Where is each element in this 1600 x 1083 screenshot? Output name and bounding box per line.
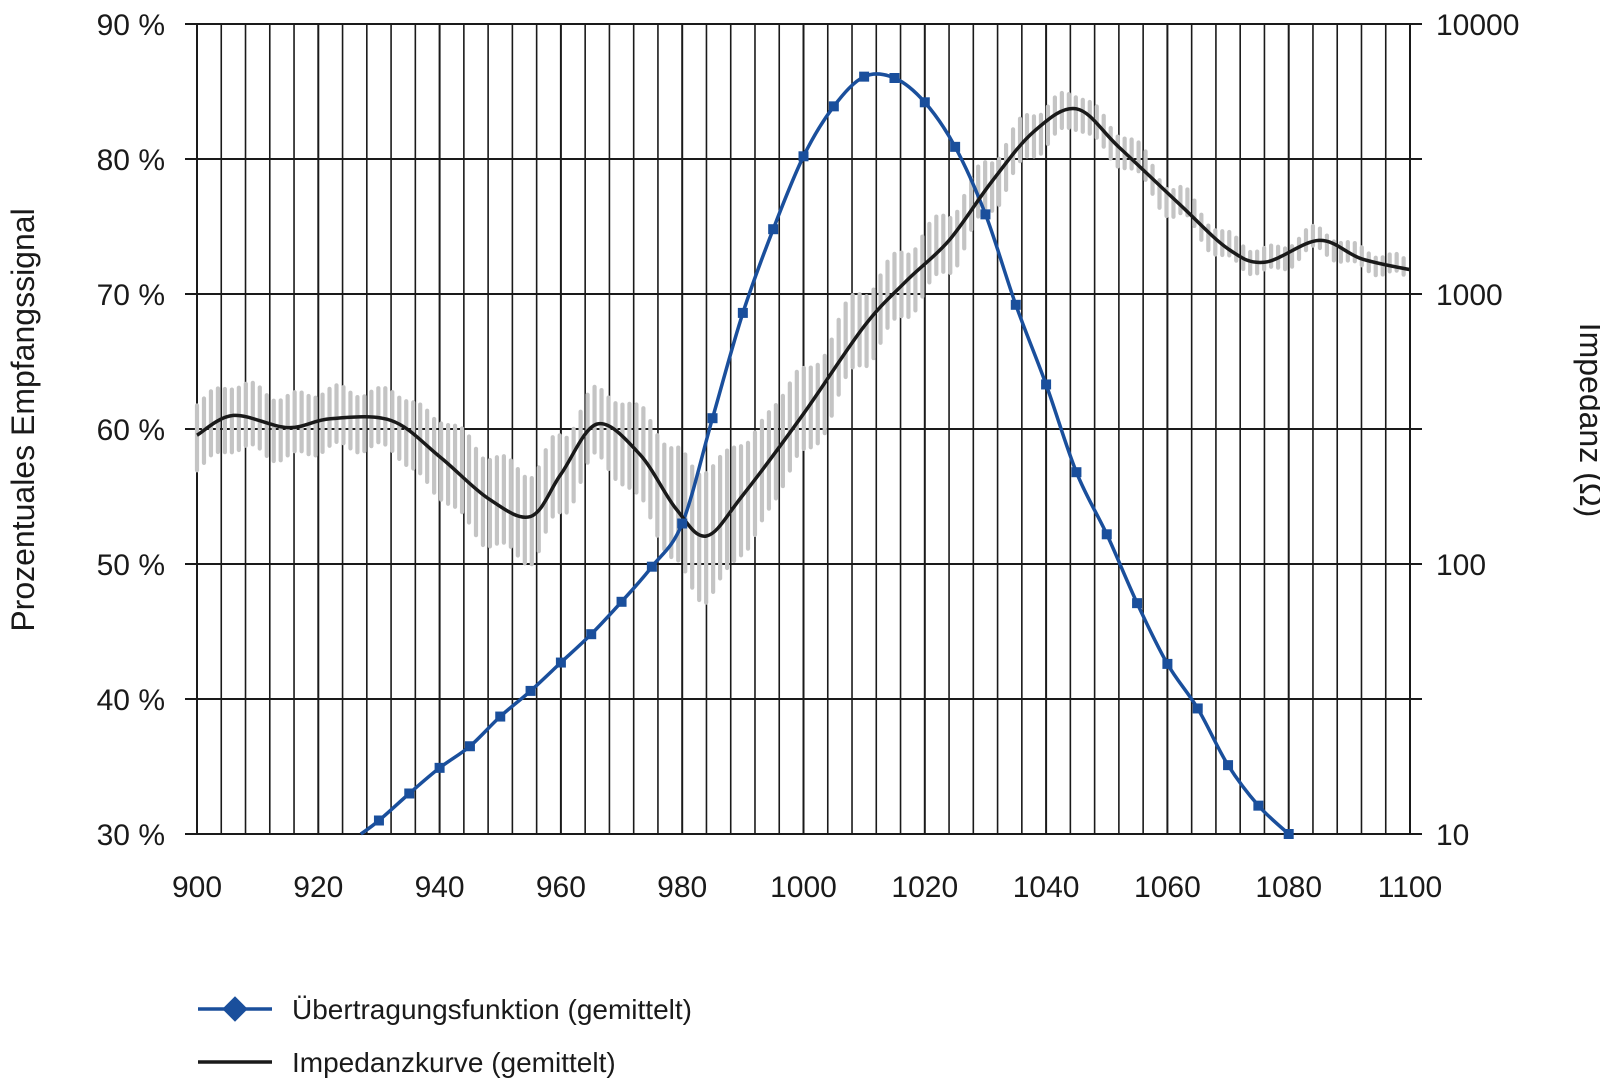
transfer-point [889,73,900,83]
x-tick-label: 960 [536,871,586,904]
x-tick-label: 1060 [1134,871,1201,904]
transfer-function-line [359,72,1290,836]
transfer-point [1253,800,1264,811]
transfer-point [1101,529,1112,540]
transfer-point [495,711,506,722]
y-left-tick-label: 50 % [97,549,165,582]
transfer-point [616,596,627,607]
y-right-tick-label: 10000 [1436,9,1519,42]
transfer-point [586,629,597,640]
transfer-point [525,685,536,696]
transfer-point [1192,703,1203,714]
transfer-point [1041,379,1052,390]
x-tick-label: 940 [415,871,465,904]
legend-swatch-transfer-marker [222,996,248,1022]
y-left-tick-label: 30 % [97,819,165,852]
grid [185,23,1422,835]
y-left-tick-label: 80 % [97,144,165,177]
series-markers [373,71,1294,839]
legend-item-transfer: Übertragungsfunktion (gemittelt) [198,994,692,1025]
transfer-point [404,788,415,799]
transfer-point [859,71,870,82]
tick-labels: 900 920 940 960 980 1000 1020 1040 1060 1080 1100 3… [97,9,1520,904]
transfer-point [677,518,688,529]
y-left-axis-title: Prozentuales Empfangssignal [5,208,41,631]
transfer-point [1132,598,1143,609]
transfer-point [1071,467,1082,478]
y-right-tick-label: 1000 [1436,279,1503,312]
transfer-point [1223,760,1234,771]
impedance-band [194,90,1406,605]
y-right-tick-label: 10 [1436,819,1469,852]
transfer-point [1283,829,1294,839]
y-right-axis-title: Impedanz (Ω) [1573,323,1600,518]
y-right-tick-label: 100 [1436,549,1486,582]
x-tick-label: 1040 [1013,871,1080,904]
transfer-point [707,413,718,424]
x-tick-label: 1100 [1378,871,1443,904]
x-tick-label: 1080 [1255,871,1322,904]
transfer-point [373,815,384,826]
transfer-point [434,762,445,773]
x-tick-label: 900 [172,871,222,904]
transfer-point [646,561,657,572]
legend-item-impedance: Impedanzkurve (gemittelt) [198,1047,616,1078]
x-tick-label: 1000 [770,871,837,904]
y-left-tick-label: 40 % [97,684,165,717]
transfer-point [980,209,991,220]
x-tick-label: 920 [293,871,343,904]
transfer-point [919,97,930,108]
transfer-point [828,101,839,112]
transfer-point [1010,299,1021,310]
y-left-tick-label: 60 % [97,414,165,447]
transfer-point [1162,658,1173,669]
transfer-point [737,307,748,318]
y-left-tick-label: 70 % [97,279,165,312]
transfer-point [555,657,566,668]
x-tick-label: 1020 [891,871,958,904]
legend-label-impedance: Impedanzkurve (gemittelt) [292,1047,616,1078]
x-tick-label: 980 [657,871,707,904]
transfer-point [798,151,809,162]
legend: Übertragungsfunktion (gemittelt) Impedan… [198,994,692,1078]
transfer-point [464,741,475,752]
transfer-point [768,224,779,235]
legend-label-transfer: Übertragungsfunktion (gemittelt) [292,994,692,1025]
impedance-curve-line [196,106,1411,538]
transfer-point [950,141,961,152]
y-left-tick-label: 90 % [97,9,165,42]
series-lines [196,72,1411,836]
